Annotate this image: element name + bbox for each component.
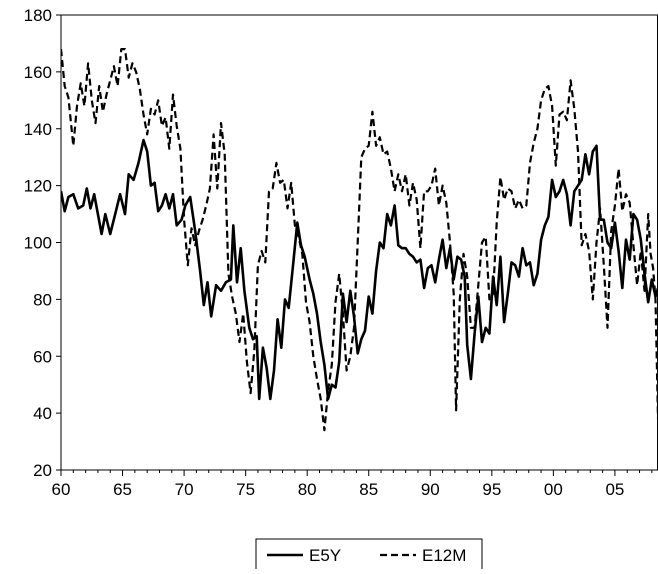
- y-tick-label: 40: [33, 404, 52, 423]
- y-tick-label: 140: [24, 120, 52, 139]
- y-tick-label: 20: [33, 461, 52, 480]
- y-tick-label: 160: [24, 63, 52, 82]
- y-tick-label: 80: [33, 290, 52, 309]
- axes-layer: 20 40 60 80 100 120 140 160 180 60 65 70 75 80 85 90 95 0…: [24, 6, 658, 499]
- x-tick-label: 60: [52, 480, 71, 499]
- series-line-e12m: [61, 48, 658, 432]
- x-tick-label: 70: [175, 480, 194, 499]
- x-tick-label: 85: [359, 480, 378, 499]
- x-tick-label: 75: [236, 480, 255, 499]
- legend-label-e12m: E12M: [422, 546, 466, 565]
- x-tick-label: 05: [605, 480, 624, 499]
- y-tick-label: 60: [33, 347, 52, 366]
- plot-frame: [60, 14, 658, 471]
- y-tick-label: 120: [24, 177, 52, 196]
- x-tick-label: 90: [421, 480, 440, 499]
- x-tick-label: 65: [113, 480, 132, 499]
- series-line-e5y: [61, 138, 658, 401]
- series-layer: [61, 48, 658, 432]
- x-tick-label: 80: [298, 480, 317, 499]
- y-tick-label: 180: [24, 6, 52, 25]
- legend-label-e5y: E5Y: [309, 546, 341, 565]
- y-tick-label: 100: [24, 234, 52, 253]
- x-tick-label: 00: [544, 480, 563, 499]
- legend: E5Y E12M: [255, 538, 483, 574]
- x-tick-label: 95: [482, 480, 501, 499]
